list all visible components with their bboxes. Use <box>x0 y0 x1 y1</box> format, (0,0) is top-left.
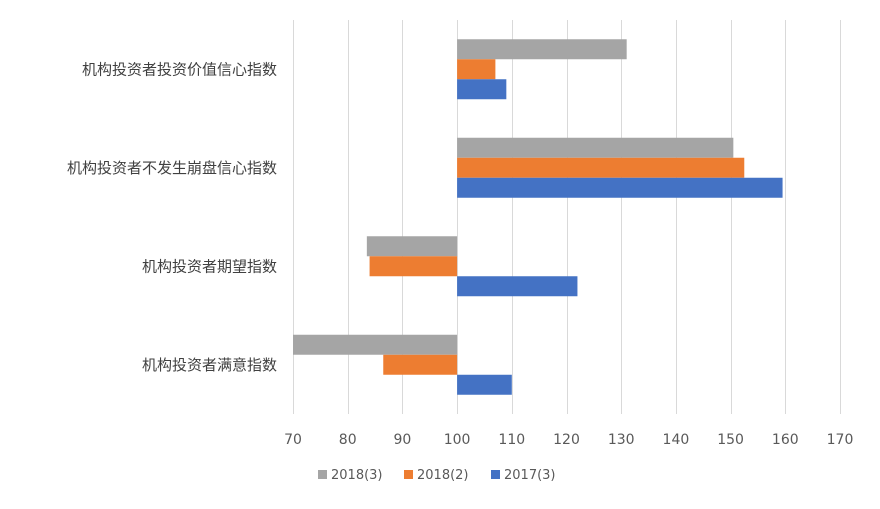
bar-2017(3)-1 <box>457 276 578 297</box>
category-label: 机构投资者期望指数 <box>142 257 277 275</box>
category-label: 机构投资者投资价值信心指数 <box>82 60 277 78</box>
bar-2018(3)-3 <box>457 39 627 60</box>
legend-label: 2018(3) <box>331 468 383 483</box>
category-label: 机构投资者满意指数 <box>142 356 277 374</box>
x-tick-label: 170 <box>827 432 854 448</box>
x-tick-label: 110 <box>498 432 525 448</box>
bar-2018(3)-1 <box>366 236 458 257</box>
bar-2018(2)-0 <box>383 354 458 375</box>
x-tick-label: 140 <box>663 432 690 448</box>
x-tick-label: 150 <box>717 432 744 448</box>
bar-2017(3)-3 <box>457 79 507 100</box>
x-tick-label: 90 <box>393 432 411 448</box>
legend-label: 2017(3) <box>504 468 556 483</box>
legend-swatch-2017(3) <box>491 470 500 479</box>
bars <box>293 39 783 395</box>
x-tick-label: 70 <box>284 432 302 448</box>
bar-2018(2)-3 <box>457 59 496 80</box>
x-tick-label: 130 <box>608 432 635 448</box>
legend: 2018(3) 2018(2) 2017(3) <box>318 468 556 483</box>
legend-label: 2018(2) <box>417 468 469 483</box>
bar-2017(3)-2 <box>457 177 783 198</box>
x-tick-label: 120 <box>553 432 580 448</box>
legend-swatch-2018(3) <box>318 470 327 479</box>
bar-2018(2)-2 <box>457 157 745 178</box>
bar-2018(2)-1 <box>369 256 458 277</box>
bar-2018(3)-0 <box>293 334 458 355</box>
x-tick-label: 100 <box>444 432 471 448</box>
x-axis-ticks: 70 80 90 100 110 120 130 140 150 160 170 <box>284 432 853 448</box>
bar-2018(3)-2 <box>457 137 734 158</box>
category-label: 机构投资者不发生崩盘信心指数 <box>67 159 277 177</box>
legend-swatch-2018(2) <box>404 470 413 479</box>
gridlines <box>293 20 841 414</box>
x-tick-label: 160 <box>772 432 799 448</box>
x-tick-label: 80 <box>339 432 357 448</box>
bar-2017(3)-0 <box>457 374 512 395</box>
